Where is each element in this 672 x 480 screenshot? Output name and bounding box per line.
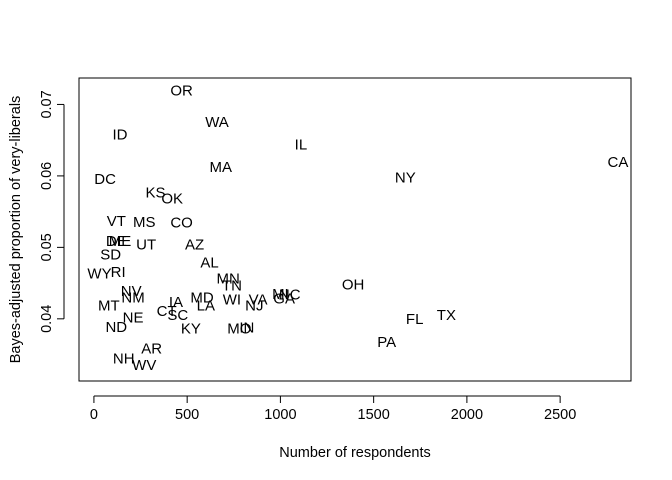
point-de: DE (106, 233, 127, 250)
point-ia: IA (169, 294, 183, 311)
point-ms: MS (133, 214, 156, 231)
x-axis: 0 500 1000 1500 2000 2500 (90, 395, 576, 423)
y-tick-label: 0.04 (39, 305, 55, 333)
point-nj: NJ (245, 297, 263, 314)
point-ri: RI (111, 264, 126, 281)
point-vt: VT (107, 213, 126, 230)
point-az: AZ (185, 237, 204, 254)
point-al: AL (200, 255, 218, 272)
point-ks: KS (145, 185, 165, 202)
point-me: ME (109, 233, 132, 250)
x-tick-label: 500 (175, 407, 199, 423)
point-tx: TX (437, 307, 456, 324)
point-ga: GA (273, 290, 295, 307)
point-ny: NY (395, 170, 416, 187)
point-va: VA (249, 292, 268, 309)
point-nd: ND (105, 319, 127, 336)
point-nm: NM (121, 290, 144, 307)
point-ca: CA (608, 154, 629, 171)
point-nh: NH (113, 350, 135, 367)
point-co: CO (170, 215, 193, 232)
point-wa: WA (205, 114, 229, 131)
point-or: OR (170, 82, 193, 99)
point-mn: MN (217, 270, 240, 287)
point-ok: OK (161, 190, 183, 207)
point-in: IN (239, 320, 254, 337)
x-axis-label: Number of respondents (279, 445, 431, 461)
point-ar: AR (141, 340, 162, 357)
point-ut: UT (136, 237, 156, 254)
point-il: IL (295, 137, 308, 154)
point-nc: NC (279, 287, 301, 304)
point-fl: FL (406, 311, 424, 328)
point-mo: MO (227, 320, 251, 337)
y-tick-label: 0.07 (39, 90, 55, 118)
y-tick-label: 0.05 (39, 233, 55, 261)
x-tick-label: 2500 (544, 407, 576, 423)
point-sc: SC (167, 307, 188, 324)
point-ky: KY (181, 320, 201, 337)
y-axis-label: Bayes-adjusted proportion of very-libera… (8, 96, 24, 364)
y-tick-label: 0.06 (39, 162, 55, 190)
point-tn: TN (222, 277, 242, 294)
plot-frame (78, 77, 632, 382)
point-dc: DC (94, 171, 116, 188)
point-md: MD (190, 290, 213, 307)
point-pa: PA (377, 334, 396, 351)
x-tick-label: 2000 (451, 407, 483, 423)
point-mt: MT (98, 297, 120, 314)
point-ct: CT (157, 303, 177, 320)
point-sd: SD (100, 247, 121, 264)
point-id: ID (113, 127, 128, 144)
y-axis: 0.04 0.05 0.06 0.07 (39, 90, 65, 333)
x-tick-label: 1000 (264, 407, 296, 423)
point-la: LA (197, 297, 215, 314)
point-oh: OH (342, 277, 365, 294)
point-ne: NE (123, 310, 144, 327)
point-wv: WV (132, 357, 156, 374)
x-tick-label: 0 (90, 407, 98, 423)
point-wi: WI (223, 292, 241, 309)
x-tick-label: 1500 (358, 407, 390, 423)
point-mi: MI (272, 286, 289, 303)
point-ma: MA (209, 159, 232, 176)
point-wy: WY (87, 265, 111, 282)
point-nv: NV (121, 283, 142, 300)
